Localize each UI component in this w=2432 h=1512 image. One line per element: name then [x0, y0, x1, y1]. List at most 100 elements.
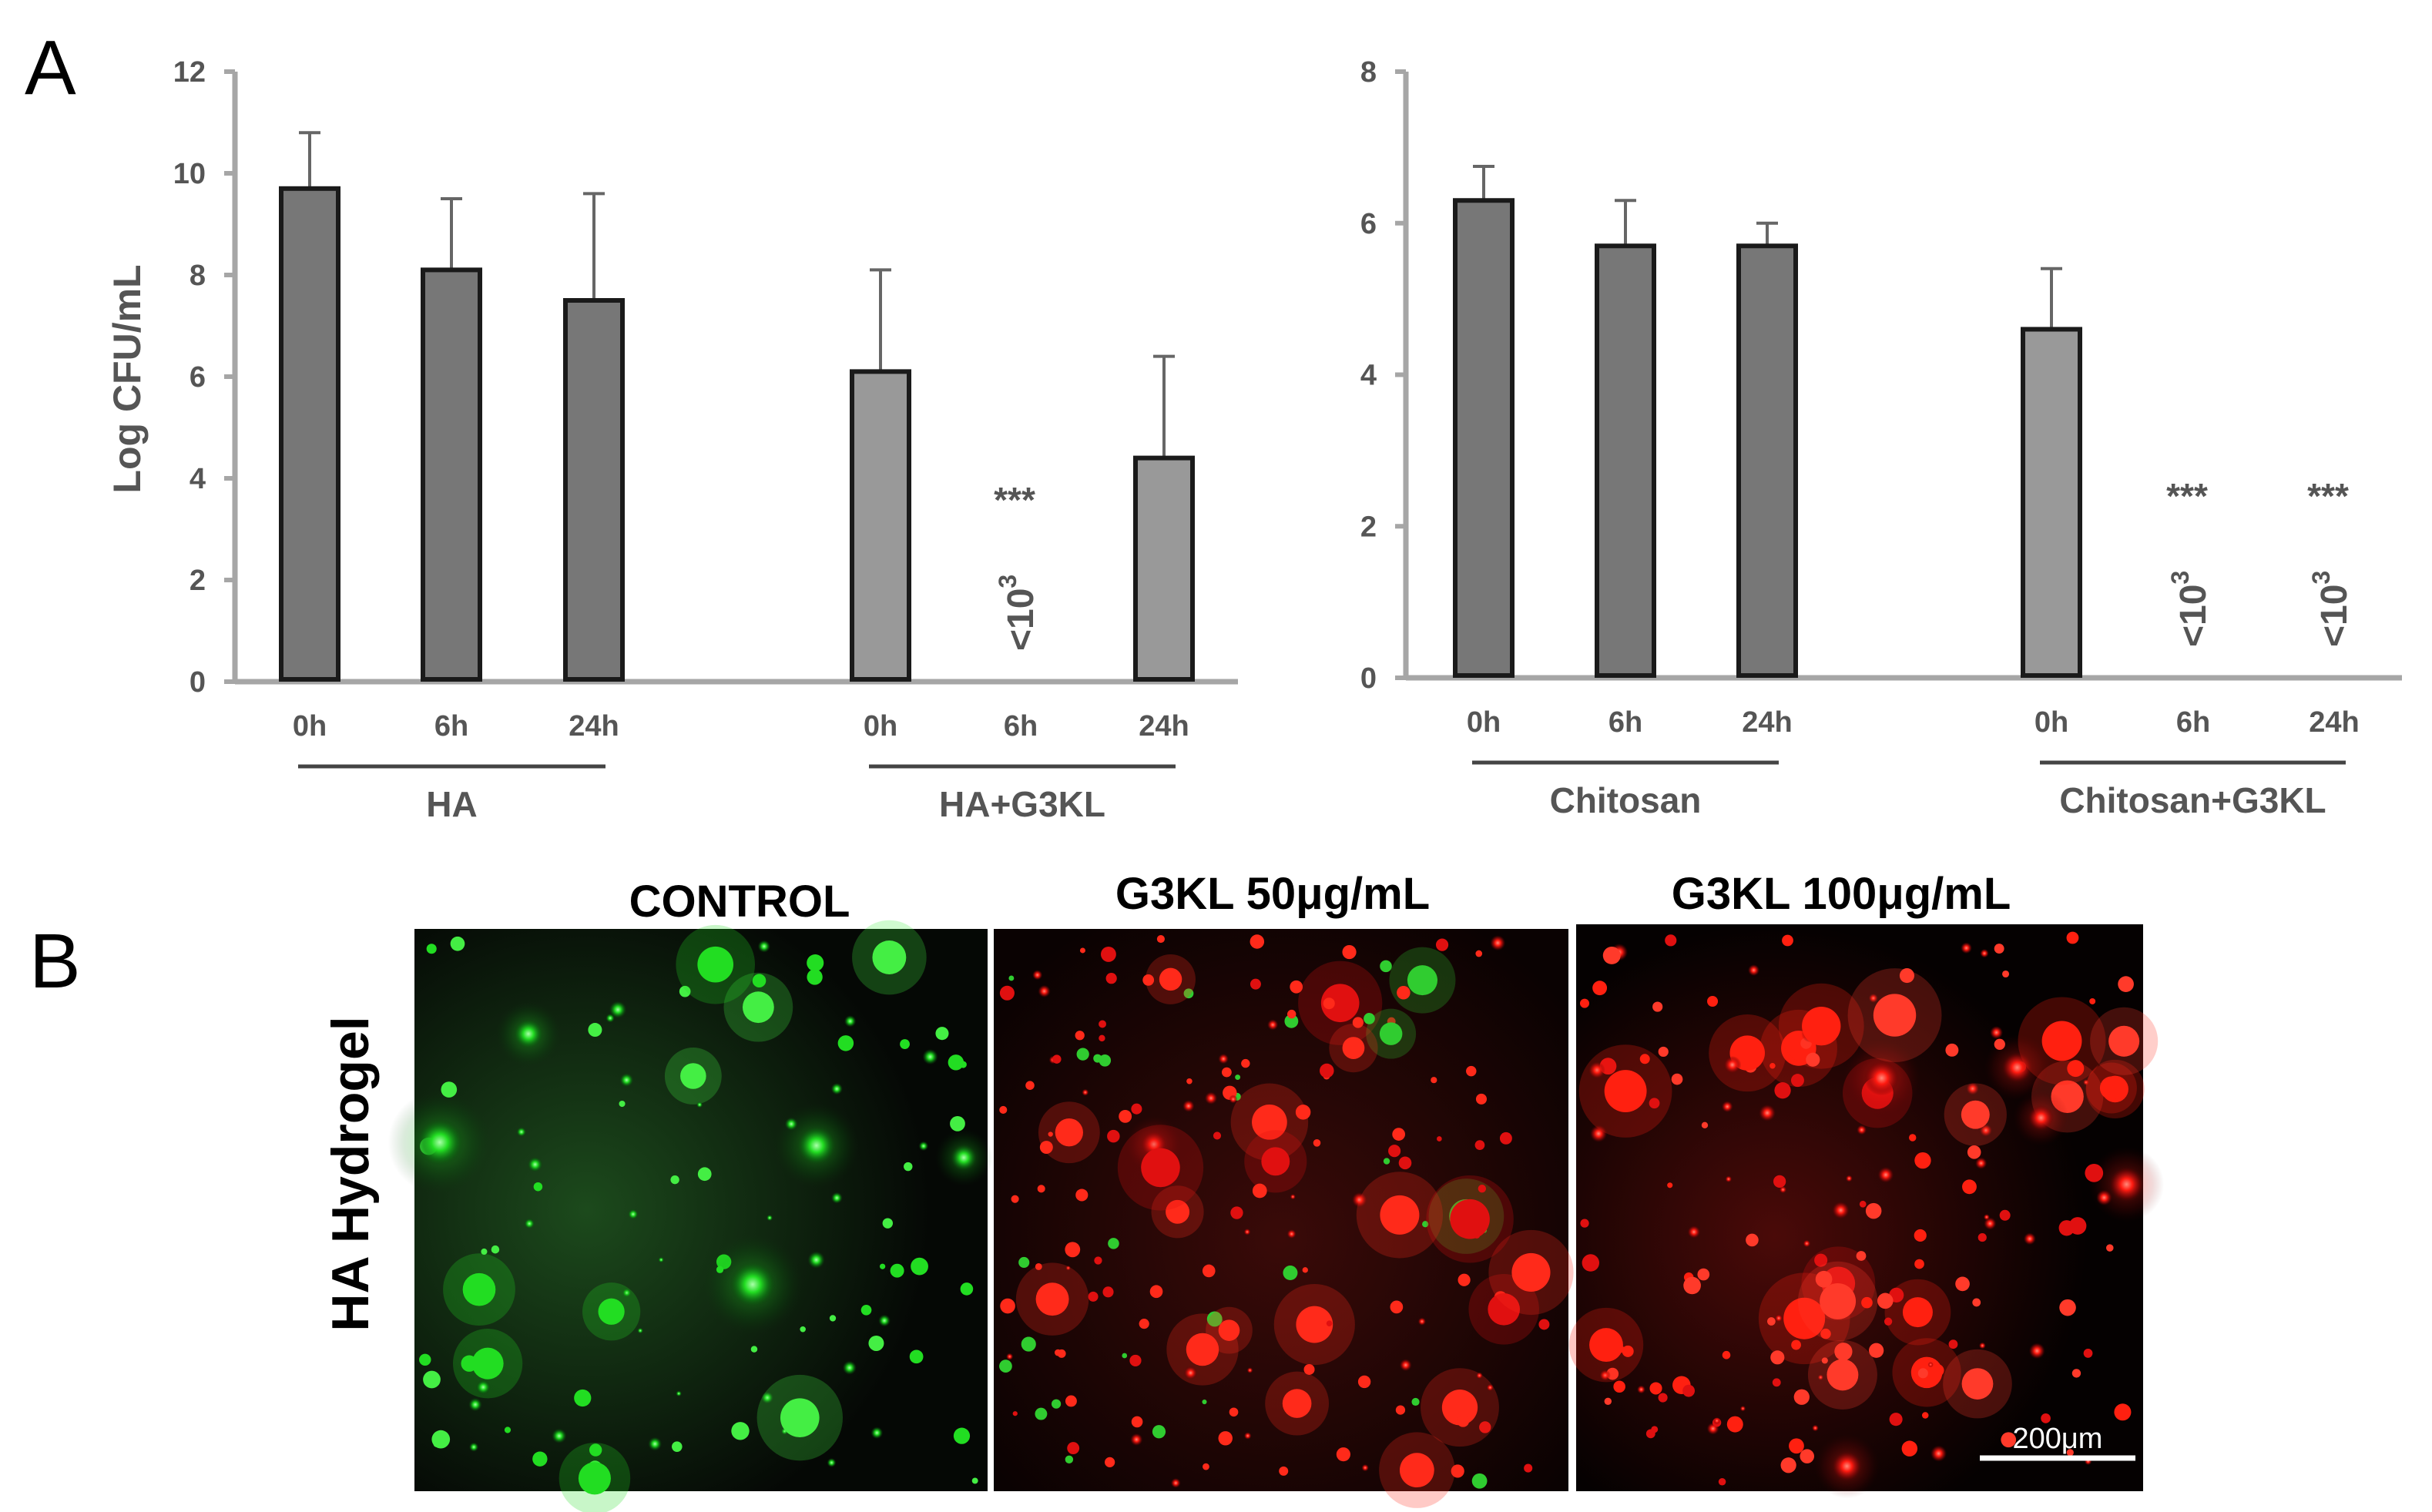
cell: [1921, 1412, 1929, 1419]
cell: [1397, 985, 1411, 1000]
micrograph-panel: HA Hydrogel CONTROL G3KL 50μg/mL G3KL 10…: [321, 869, 2165, 1512]
y-tick-label: 4: [1360, 360, 1377, 392]
cell: [588, 1023, 602, 1038]
cell: [1222, 1067, 1232, 1078]
cell: [1000, 1298, 1015, 1314]
cell: [1649, 1382, 1662, 1395]
cell: [697, 1167, 712, 1182]
cell: [1683, 1276, 1701, 1295]
cell: [1961, 1368, 1994, 1400]
cell: [951, 1144, 978, 1171]
cell: [1230, 1206, 1243, 1219]
cell: [1868, 1343, 1884, 1358]
cell: [1065, 1395, 1077, 1407]
cell: [1739, 1405, 1746, 1412]
cell: [807, 954, 824, 972]
x-tick-label: 6h: [2176, 706, 2210, 739]
cell: [1884, 1317, 1893, 1326]
cell: [1296, 1306, 1333, 1343]
cell: [1474, 1140, 1485, 1150]
cell: [882, 1218, 894, 1229]
cell: [1250, 978, 1261, 990]
cell: [1490, 935, 1506, 951]
cell: [1773, 1175, 1786, 1188]
cell: [1820, 1282, 1857, 1319]
cell: [1067, 1442, 1080, 1455]
cell: [878, 1314, 891, 1327]
cell: [1961, 1100, 1990, 1129]
cell: [1266, 1019, 1279, 1031]
cell: [1055, 1118, 1083, 1147]
cell: [648, 1437, 663, 1451]
below-detection-label: <103: [994, 575, 1042, 651]
cell: [1203, 1463, 1209, 1470]
cell: [1065, 1265, 1071, 1271]
cell: [1065, 1455, 1074, 1464]
bar: [279, 186, 340, 682]
cell: [780, 1398, 820, 1437]
cell: [527, 1156, 543, 1172]
cell: [1436, 1136, 1442, 1142]
cell: [1025, 1081, 1035, 1090]
cell: [1093, 1054, 1102, 1063]
cell: [2067, 1060, 2085, 1078]
cell: [1790, 1074, 1804, 1088]
cell: [1012, 1411, 1018, 1416]
y-tick-label: 2: [190, 565, 206, 597]
x-tick-label: 0h: [864, 710, 897, 743]
cell: [1961, 942, 1972, 954]
micrograph-g3kl-100: [1576, 924, 2143, 1491]
cell: [1580, 1219, 1589, 1228]
cell: [1105, 1457, 1115, 1467]
cell: [419, 1353, 431, 1366]
cell: [1122, 1353, 1128, 1359]
micrograph-control-cells: [387, 920, 993, 1512]
cell: [441, 1081, 458, 1098]
cell: [1475, 950, 1483, 957]
cell: [1431, 1077, 1437, 1084]
y-tick-label: 12: [173, 56, 206, 89]
cell: [1252, 1104, 1287, 1140]
significance-stars: ***: [2307, 476, 2349, 516]
cell: [1802, 1006, 1841, 1046]
cell: [1917, 1368, 1928, 1379]
cell: [1102, 1286, 1114, 1298]
cell: [1589, 1328, 1623, 1363]
cell: [2001, 1432, 2017, 1448]
cell: [999, 985, 1015, 1001]
cell: [2114, 1403, 2132, 1421]
cell: [1697, 1268, 1710, 1281]
cell: [1955, 1276, 1970, 1292]
below-detection-exponent: 3: [994, 575, 1021, 588]
cell: [1538, 1319, 1550, 1330]
cell: [1827, 1359, 1859, 1391]
chart-ha-cfu: Log CFU/mL 0 2 4 6 8 10 12 0h 6h 24h 0h 6h 24h HA HA+G…: [106, 56, 1238, 824]
cell: [1038, 984, 1051, 998]
cell: [1417, 1317, 1427, 1326]
cell: [619, 1100, 626, 1108]
cell: [1451, 1464, 1464, 1478]
cell: [1352, 1017, 1364, 1028]
cell: [1602, 946, 1621, 964]
cell: [524, 1218, 535, 1229]
cell: [1048, 1131, 1053, 1137]
cell: [1902, 1297, 1933, 1328]
cell: [1101, 947, 1116, 962]
cell: [1769, 1062, 1776, 1069]
cell: [1075, 1031, 1085, 1041]
cell: [904, 1162, 913, 1172]
cell: [1018, 1256, 1030, 1269]
cell: [1774, 1314, 1783, 1323]
cell: [2085, 1164, 2104, 1182]
panel-label-b: B: [29, 918, 81, 1004]
cell: [807, 1251, 825, 1269]
cell: [1984, 1217, 1997, 1230]
cell: [504, 1427, 512, 1433]
y-tick-label: 10: [173, 158, 206, 190]
cell: [1129, 1354, 1142, 1367]
cell: [2041, 1413, 2051, 1423]
cell: [1119, 1109, 1132, 1123]
scale-bar-label: 200μm: [2013, 1423, 2103, 1455]
cell: [2028, 1105, 2055, 1131]
cell: [552, 1428, 567, 1443]
